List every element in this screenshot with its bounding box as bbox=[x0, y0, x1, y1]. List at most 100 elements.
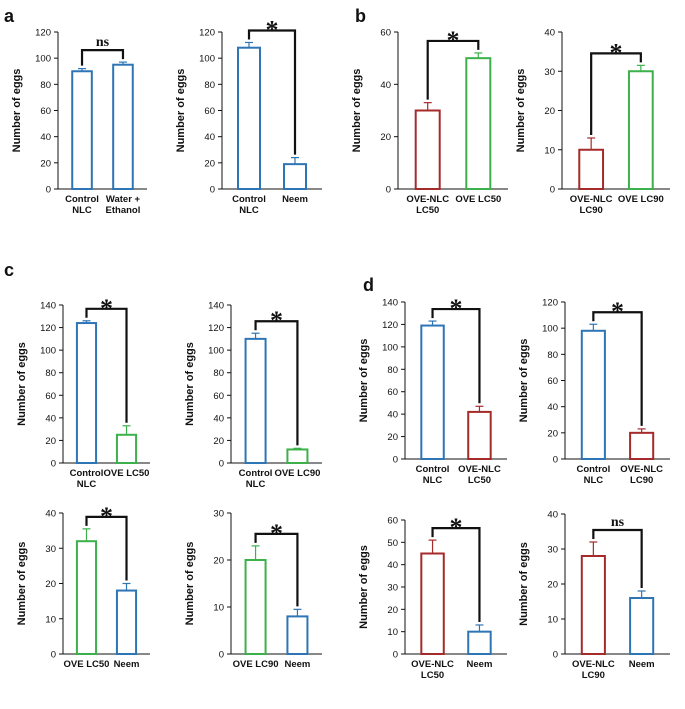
y-tick-label: 60 bbox=[45, 391, 56, 402]
y-tick-label: 20 bbox=[213, 436, 224, 447]
significance-bracket bbox=[431, 527, 481, 622]
y-tick-label: 80 bbox=[547, 350, 558, 361]
category-label: Neem bbox=[114, 659, 140, 670]
bar bbox=[244, 337, 267, 465]
significance-label: * bbox=[270, 306, 283, 335]
category-label: LC50 bbox=[416, 205, 439, 216]
y-tick-label: 60 bbox=[387, 387, 398, 398]
significance-label: * bbox=[447, 26, 460, 55]
y-tick-label: 20 bbox=[547, 580, 558, 591]
category-label: LC90 bbox=[630, 475, 653, 486]
y-tick-label: 0 bbox=[51, 650, 56, 661]
y-axis-label: Number of eggs bbox=[518, 542, 530, 626]
category-label: Neem bbox=[284, 659, 310, 670]
y-axis-label: Number of eggs bbox=[184, 542, 196, 626]
y-axis-label: Number of eggs bbox=[184, 342, 196, 426]
y-tick-label: 100 bbox=[35, 54, 51, 65]
y-tick-label: 60 bbox=[387, 516, 398, 527]
y-tick-label: 100 bbox=[40, 346, 56, 357]
y-tick-label: 10 bbox=[213, 603, 224, 614]
bar bbox=[467, 410, 492, 460]
significance-label: ns bbox=[611, 515, 625, 530]
y-tick-label: 30 bbox=[547, 545, 558, 556]
category-label: Control bbox=[65, 194, 99, 205]
y-tick-label: 120 bbox=[199, 28, 215, 39]
category-label: LC50 bbox=[468, 475, 491, 486]
y-tick-label: 60 bbox=[380, 28, 391, 39]
category-label: NLC bbox=[423, 475, 443, 486]
significance-bracket bbox=[85, 307, 128, 423]
bar bbox=[115, 589, 138, 655]
bar bbox=[71, 70, 93, 190]
category-label: OVE LC90 bbox=[618, 194, 664, 205]
category-label: Control bbox=[576, 464, 610, 475]
category-label: OVE-NLC bbox=[572, 659, 615, 670]
y-axis-label: Number of eggs bbox=[175, 69, 187, 153]
y-axis-label: Number of eggs bbox=[515, 69, 527, 153]
y-tick-label: 120 bbox=[35, 28, 51, 39]
category-label: OVE-NLC bbox=[458, 464, 501, 475]
significance-bracket bbox=[426, 39, 480, 100]
category-label: NLC bbox=[77, 479, 97, 490]
y-tick-label: 40 bbox=[547, 510, 558, 521]
bar bbox=[578, 148, 605, 190]
category-label: Control bbox=[70, 468, 104, 479]
bar bbox=[286, 448, 309, 465]
bar bbox=[286, 615, 309, 656]
y-tick-label: 140 bbox=[208, 301, 224, 312]
y-tick-label: 0 bbox=[553, 650, 558, 661]
y-tick-label: 40 bbox=[387, 410, 398, 421]
significance-label: * bbox=[100, 294, 113, 323]
category-label: NLC bbox=[246, 479, 266, 490]
y-tick-label: 0 bbox=[393, 650, 398, 661]
y-tick-label: 0 bbox=[553, 455, 558, 466]
bar bbox=[237, 46, 261, 191]
category-label: Control bbox=[239, 468, 273, 479]
category-label: LC90 bbox=[582, 670, 605, 681]
y-tick-label: 40 bbox=[45, 413, 56, 424]
bar bbox=[420, 552, 445, 655]
significance-label: * bbox=[450, 294, 463, 323]
y-tick-label: 20 bbox=[547, 428, 558, 439]
y-axis-label: Number of eggs bbox=[351, 69, 363, 153]
bar bbox=[627, 70, 654, 190]
y-tick-label: 20 bbox=[387, 432, 398, 443]
y-axis-label: Number of eggs bbox=[16, 542, 28, 626]
significance-bracket bbox=[590, 52, 642, 135]
bar bbox=[467, 630, 492, 656]
y-tick-label: 40 bbox=[213, 413, 224, 424]
category-label: LC90 bbox=[580, 205, 603, 216]
bar bbox=[283, 163, 307, 190]
bar bbox=[75, 540, 98, 656]
panel-label-a: a bbox=[4, 6, 15, 26]
bar bbox=[580, 555, 606, 655]
y-tick-label: 30 bbox=[544, 67, 555, 78]
significance-label: * bbox=[266, 15, 279, 44]
y-tick-label: 100 bbox=[382, 342, 398, 353]
y-tick-label: 40 bbox=[380, 80, 391, 91]
chart-5: 0 20 40 60 80 100 120 140 Number of eggs ControlN… bbox=[184, 301, 322, 490]
category-label: Neem bbox=[467, 659, 493, 670]
y-tick-label: 20 bbox=[213, 556, 224, 567]
category-label: OVE-NLC bbox=[406, 194, 449, 205]
panel-label-c: c bbox=[4, 260, 14, 280]
category-label: NLC bbox=[584, 475, 604, 486]
y-tick-label: 100 bbox=[208, 346, 224, 357]
significance-label: * bbox=[450, 513, 463, 542]
y-tick-label: 0 bbox=[46, 185, 51, 196]
bar bbox=[112, 63, 134, 190]
y-axis-label: Number of eggs bbox=[16, 342, 28, 426]
category-label: OVE-NLC bbox=[620, 464, 663, 475]
y-tick-label: 0 bbox=[51, 459, 56, 470]
significance-bracket bbox=[431, 307, 481, 404]
chart-4: 0 20 40 60 80 100 120 140 Number of eggs ControlN… bbox=[16, 294, 150, 490]
y-tick-label: 20 bbox=[380, 132, 391, 143]
y-tick-label: 80 bbox=[204, 80, 215, 91]
bar bbox=[414, 109, 441, 190]
significance-bracket bbox=[254, 532, 299, 607]
y-tick-label: 10 bbox=[45, 614, 56, 625]
y-tick-label: 0 bbox=[393, 455, 398, 466]
